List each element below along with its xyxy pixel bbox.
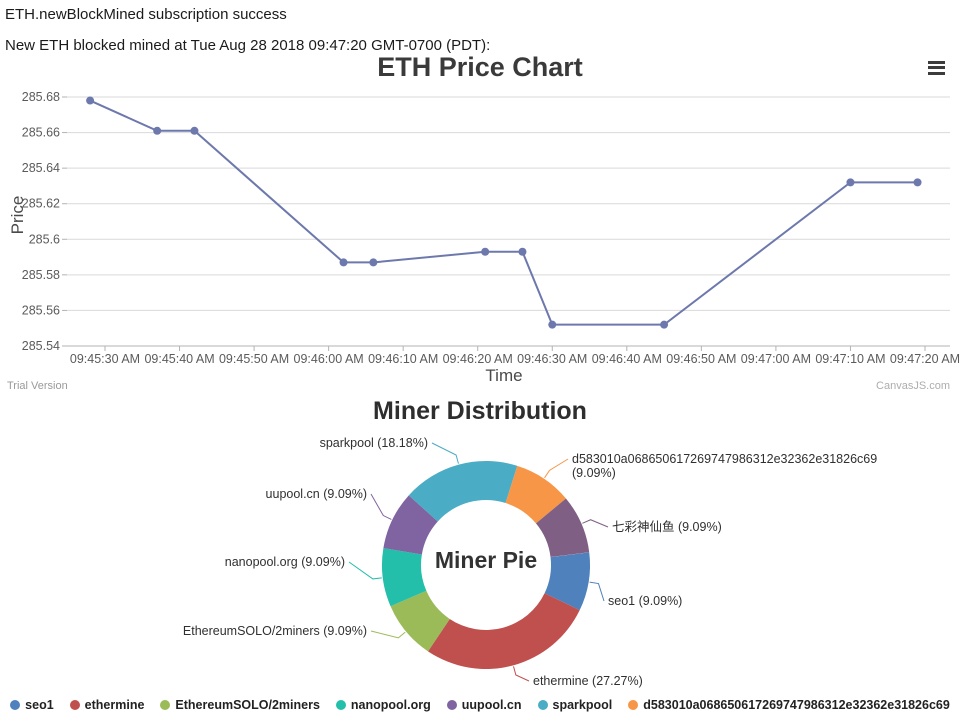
data-point-marker xyxy=(369,258,378,267)
pie-slice-label: ethermine (27.27%) xyxy=(533,674,643,688)
pie-slice-6[interactable] xyxy=(505,465,566,524)
pie-slice-1[interactable] xyxy=(428,593,580,669)
x-tick-label: 09:46:20 AM xyxy=(443,352,513,366)
subscription-status-text: ETH.newBlockMined subscription success xyxy=(5,6,287,23)
legend-label: seo1 xyxy=(25,698,54,712)
pie-slice-3[interactable] xyxy=(381,548,427,607)
x-tick-label: 09:46:30 AM xyxy=(517,352,587,366)
data-point-marker xyxy=(481,247,490,256)
legend-item[interactable]: seo1 xyxy=(10,698,54,712)
pie-slice-label: seo1 (9.09%) xyxy=(608,594,682,608)
chart-menu-button[interactable] xyxy=(925,57,947,77)
y-tick-label: 285.56 xyxy=(22,303,60,317)
pie-label-leader-line xyxy=(544,458,569,479)
pie-label-leader-line xyxy=(589,581,605,602)
y-tick-label: 285.64 xyxy=(22,161,60,175)
legend-label: d583010a068650617269747986312e32362e3182… xyxy=(643,698,950,712)
legend-marker-icon xyxy=(537,700,548,710)
pie-slice-label-percent: (9.09%) xyxy=(572,466,616,480)
pie-slice-7[interactable] xyxy=(535,498,590,558)
data-point-marker xyxy=(660,320,669,329)
pie-slice-label: 七彩神仙鱼 (9.09%) xyxy=(612,520,722,534)
data-point-marker xyxy=(846,178,855,187)
pie-label-leader-line xyxy=(431,442,459,464)
pie-center-label: Miner Pie xyxy=(434,547,538,573)
x-tick-label: 09:47:20 AM xyxy=(890,352,960,366)
pie-label-leader-line xyxy=(370,493,392,520)
legend-marker-icon xyxy=(446,700,457,710)
legend-label: ethermine xyxy=(84,698,145,712)
hamburger-icon xyxy=(927,60,945,64)
data-point-marker xyxy=(153,126,162,135)
eth-price-chart: ETH Price Chart 285.68 285.66 285.64 285.62… xyxy=(0,50,960,395)
y-tick-label: 285.54 xyxy=(22,339,60,353)
legend-label: uupool.cn xyxy=(461,698,522,712)
pie-label-leader-line xyxy=(370,630,406,639)
pie-slice-label: nanopool.org (9.09%) xyxy=(225,555,345,569)
price-line xyxy=(89,99,918,326)
pie-slice-label: uupool.cn (9.09%) xyxy=(266,487,367,501)
data-point-marker xyxy=(190,126,199,135)
y-tick-label: 285.62 xyxy=(22,197,60,211)
price-chart-title: ETH Price Chart xyxy=(377,52,583,82)
legend-label: EthereumSOLO/2miners xyxy=(175,698,320,712)
data-point-marker xyxy=(548,320,557,329)
miner-chart-title: Miner Distribution xyxy=(373,397,587,425)
legend-marker-icon xyxy=(10,700,21,710)
y-tick-label: 285.6 xyxy=(29,232,60,246)
x-tick-label: 09:46:00 AM xyxy=(294,352,364,366)
pie-label-leader-line xyxy=(582,519,609,528)
y-tick-label: 285.58 xyxy=(22,268,60,282)
data-point-marker xyxy=(339,258,348,267)
miner-pie-plot: seo1 (9.09%) ethermine (27.27%) EthereumSO… xyxy=(183,436,877,688)
y-axis-title: Price xyxy=(8,195,27,235)
legend-marker-icon xyxy=(335,700,346,710)
x-tick-label: 09:47:00 AM xyxy=(741,352,811,366)
pie-slice-label: sparkpool (18.18%) xyxy=(320,436,428,450)
miner-distribution-chart: Miner Distribution seo1 (9.09%) ethermine… xyxy=(0,395,960,716)
pie-slice-label: d583010a068650617269747986312e32362e3182… xyxy=(572,452,877,466)
x-tick-label: 09:46:10 AM xyxy=(368,352,438,366)
legend-item[interactable]: nanopool.org xyxy=(335,698,431,712)
x-tick-label: 09:45:40 AM xyxy=(144,352,214,366)
y-tick-label: 285.68 xyxy=(22,90,60,104)
x-tick-label: 09:46:50 AM xyxy=(666,352,736,366)
legend-marker-icon xyxy=(160,700,171,710)
x-tick-label: 09:45:30 AM xyxy=(70,352,140,366)
data-point-marker xyxy=(86,96,95,105)
pie-slice-5[interactable] xyxy=(408,461,518,522)
legend-marker-icon xyxy=(69,700,80,710)
hamburger-bar xyxy=(927,66,945,69)
canvasjs-credit-link[interactable]: CanvasJS.com xyxy=(876,380,950,392)
price-line-plot: 285.68 285.66 285.64 285.62 285.6 285.58 285.5… xyxy=(22,90,960,366)
legend-label: nanopool.org xyxy=(350,698,431,712)
hamburger-bar xyxy=(927,71,945,75)
x-axis-title: Time xyxy=(485,366,523,385)
x-tick-label: 09:47:10 AM xyxy=(815,352,885,366)
pie-label-leader-line xyxy=(513,666,530,682)
legend-item[interactable]: d583010a068650617269747986312e32362e3182… xyxy=(628,698,950,712)
legend-item[interactable]: EthereumSOLO/2miners xyxy=(160,698,320,712)
pie-label-leader-line xyxy=(348,561,382,580)
legend-item[interactable]: ethermine xyxy=(69,698,145,712)
legend-item[interactable]: sparkpool xyxy=(537,698,613,712)
data-point-marker xyxy=(913,178,922,187)
legend-marker-icon xyxy=(628,700,639,710)
legend-item[interactable]: uupool.cn xyxy=(446,698,522,712)
x-tick-label: 09:45:50 AM xyxy=(219,352,289,366)
y-tick-label: 285.66 xyxy=(22,126,60,140)
pie-slice-2[interactable] xyxy=(390,590,450,652)
pie-slice-0[interactable] xyxy=(544,552,590,611)
x-tick-label: 09:46:40 AM xyxy=(592,352,662,366)
pie-slice-label: EthereumSOLO/2miners (9.09%) xyxy=(183,624,367,638)
trial-version-watermark: Trial Version xyxy=(7,380,68,392)
pie-slice-4[interactable] xyxy=(383,495,438,555)
data-point-marker xyxy=(518,247,527,256)
legend-label: sparkpool xyxy=(552,698,613,712)
block-mined-message: New ETH blocked mined at Tue Aug 28 2018… xyxy=(5,37,491,54)
pie-legend: seo1 ethermine EthereumSOLO/2miners nanopoo… xyxy=(0,698,960,712)
